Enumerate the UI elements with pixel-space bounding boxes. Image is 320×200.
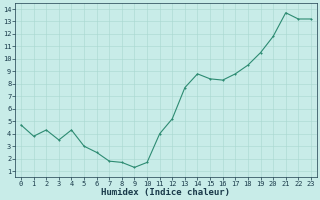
- X-axis label: Humidex (Indice chaleur): Humidex (Indice chaleur): [101, 188, 230, 197]
